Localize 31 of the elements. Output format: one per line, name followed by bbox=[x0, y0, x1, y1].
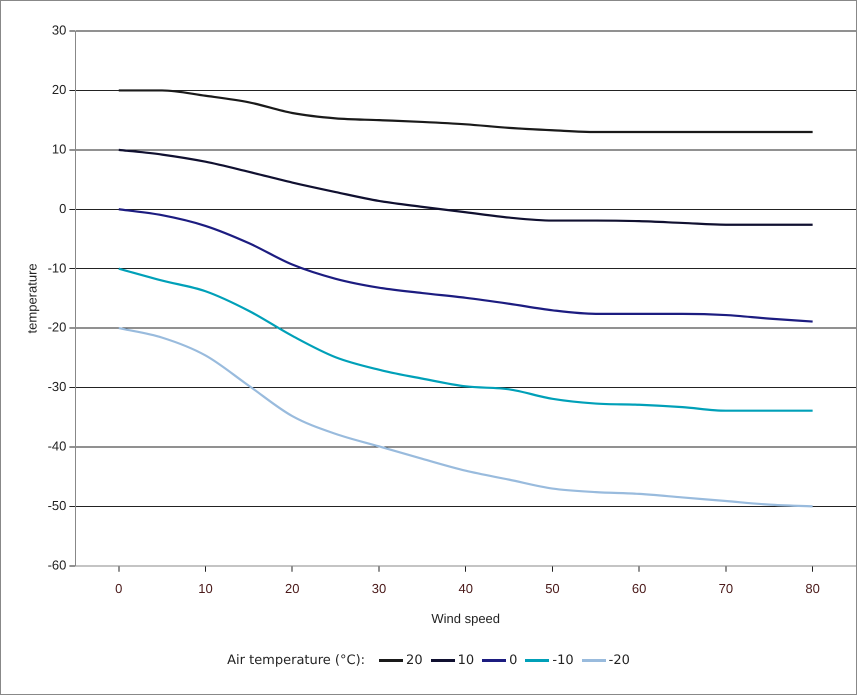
x-axis-title: Wind speed bbox=[431, 610, 500, 626]
x-tick-label: 70 bbox=[718, 581, 734, 596]
line-series bbox=[118, 327, 814, 508]
x-tick-label: 50 bbox=[545, 581, 560, 596]
y-axis-title: temperature bbox=[24, 263, 40, 334]
x-tick-label: 60 bbox=[632, 581, 646, 596]
line-series bbox=[118, 148, 814, 226]
x-tick-label: 40 bbox=[458, 581, 473, 596]
legend-label: -10 bbox=[552, 653, 574, 668]
legend-label: 0 bbox=[509, 653, 518, 668]
x-tick-label: 0 bbox=[115, 581, 122, 596]
x-tick-label: 30 bbox=[372, 581, 386, 596]
y-tick-label: -10 bbox=[48, 260, 66, 276]
y-tick-label: -60 bbox=[48, 557, 66, 572]
x-tick-label: 20 bbox=[284, 581, 300, 596]
y-tick-label: -20 bbox=[48, 320, 66, 335]
legend-title: Air temperature (°C): bbox=[227, 653, 366, 668]
line-series bbox=[118, 268, 814, 412]
y-tick-label: -50 bbox=[48, 498, 66, 513]
x-tick-label: 10 bbox=[198, 581, 213, 596]
y-tick-label: 30 bbox=[52, 22, 66, 38]
line-series bbox=[118, 208, 814, 323]
y-tick-label: 0 bbox=[59, 200, 66, 216]
x-tick-label: 80 bbox=[805, 581, 820, 596]
legend-label: -20 bbox=[608, 653, 630, 668]
legend-label: 20 bbox=[406, 653, 423, 668]
y-tick-label: 20 bbox=[52, 82, 66, 97]
legend-label: 10 bbox=[458, 653, 474, 668]
y-tick-label: -30 bbox=[48, 379, 66, 394]
y-tick-label: 10 bbox=[52, 141, 66, 156]
y-tick-label: -40 bbox=[48, 438, 66, 454]
